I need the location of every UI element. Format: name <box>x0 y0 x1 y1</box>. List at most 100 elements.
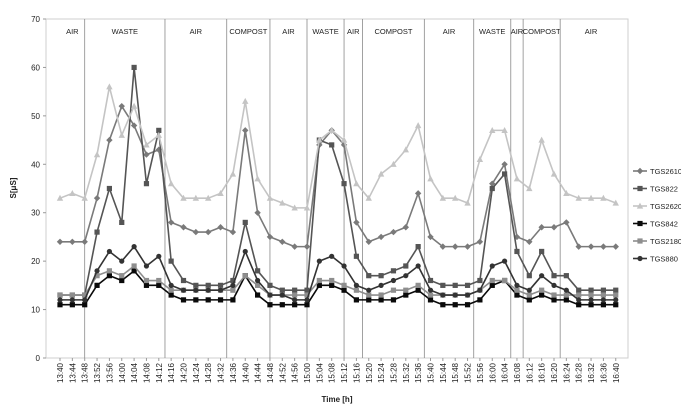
data-point-tgs2620 <box>587 194 595 201</box>
data-point-tgs2610 <box>303 243 311 250</box>
x-tick-label: 13:44 <box>68 362 77 383</box>
data-point-tgs2610 <box>550 224 558 231</box>
x-tick-label: 14:20 <box>180 362 189 383</box>
x-tick-label: 16:00 <box>488 362 497 383</box>
data-point-tgs2620 <box>427 175 434 182</box>
data-point-tgs842 <box>279 302 285 308</box>
series-line-tgs880 <box>60 245 616 301</box>
data-point-tgs822 <box>378 273 384 279</box>
data-point-tgs2620 <box>205 194 212 201</box>
x-tick-label: 16:16 <box>538 362 547 383</box>
data-point-tgs2610 <box>587 243 595 250</box>
x-tick-label: 15:56 <box>476 362 485 383</box>
legend-item-tgs822: TGS822 <box>633 185 678 194</box>
data-point-tgs2620 <box>118 131 125 138</box>
data-point-tgs822 <box>106 185 112 192</box>
segment-label: AIR <box>190 27 203 36</box>
data-point-tgs880 <box>329 253 335 259</box>
data-point-tgs822 <box>452 282 458 288</box>
data-point-tgs2620 <box>353 180 360 187</box>
data-point-tgs2620 <box>489 126 496 133</box>
data-point-tgs842 <box>106 273 112 279</box>
x-tick-label: 15:32 <box>402 362 411 383</box>
series-line-tgs2180 <box>60 265 616 296</box>
data-point-tgs842 <box>119 277 125 284</box>
x-tick-label: 16:36 <box>599 362 608 383</box>
data-point-tgs842 <box>205 297 211 303</box>
data-point-tgs2620 <box>81 194 88 201</box>
x-tick-label: 13:40 <box>56 362 65 383</box>
data-point-tgs880 <box>230 282 236 288</box>
data-point-tgs880 <box>279 292 285 298</box>
data-point-tgs2620 <box>402 146 409 153</box>
data-point-tgs842 <box>255 292 261 298</box>
data-point-tgs822 <box>464 282 471 288</box>
data-point-tgs2620 <box>303 204 311 211</box>
data-point-tgs2180 <box>613 292 619 298</box>
y-tick-label: 10 <box>31 306 40 315</box>
data-point-tgs822 <box>279 287 285 293</box>
data-point-tgs2180 <box>230 287 236 293</box>
segment-label: AIR <box>511 27 524 36</box>
data-point-tgs2620 <box>143 141 150 148</box>
data-point-tgs822 <box>613 287 619 293</box>
data-point-tgs2610 <box>217 224 224 231</box>
data-point-tgs2620 <box>254 175 261 182</box>
legend-label: TGS842 <box>650 220 678 229</box>
series-tgs880 <box>57 244 619 303</box>
data-point-tgs2620 <box>56 194 64 201</box>
x-tick-label: 14:00 <box>118 362 127 383</box>
x-tick-label: 16:08 <box>513 362 522 383</box>
legend: TGS2610 TGS822 TGS2620 TGS842 TGS2180 TGS880 <box>633 167 681 264</box>
y-tick-label: 70 <box>31 15 40 24</box>
data-point-tgs880 <box>131 244 137 250</box>
data-point-tgs842 <box>304 302 310 308</box>
series-line-tgs822 <box>60 66 616 296</box>
data-point-tgs2610 <box>600 243 607 250</box>
data-point-tgs822 <box>255 268 261 274</box>
data-point-tgs880 <box>304 297 310 303</box>
data-point-tgs880 <box>366 287 372 293</box>
data-point-tgs2610 <box>291 243 298 250</box>
data-point-tgs2620 <box>390 160 397 167</box>
x-tick-label: 16:12 <box>525 362 534 383</box>
data-point-tgs842 <box>403 292 409 298</box>
legend-item-tgs842: TGS842 <box>633 220 678 229</box>
data-point-tgs2180 <box>131 263 137 269</box>
x-tick-label: 14:44 <box>254 362 263 383</box>
data-point-tgs2610 <box>93 194 101 202</box>
data-point-tgs822 <box>230 277 236 284</box>
data-point-tgs842 <box>193 297 199 303</box>
data-point-tgs2620 <box>414 122 422 129</box>
data-point-tgs842 <box>168 292 174 298</box>
x-tick-label: 14:48 <box>266 362 275 383</box>
data-point-tgs842 <box>156 282 162 288</box>
data-point-tgs2620 <box>513 175 521 182</box>
data-point-tgs880 <box>69 297 75 303</box>
legend-label: TGS2180 <box>650 237 681 246</box>
x-tick-label: 15:00 <box>303 362 312 383</box>
segment-label: WASTE <box>112 27 138 36</box>
x-axis-label: Time [h] <box>322 395 353 404</box>
data-point-tgs842 <box>316 282 322 288</box>
data-point-tgs842 <box>378 297 384 303</box>
x-tick-label: 15:52 <box>464 362 473 383</box>
data-point-tgs2620 <box>439 194 447 201</box>
data-point-tgs2620 <box>266 194 274 201</box>
y-tick-label: 40 <box>31 160 40 169</box>
x-tick-label: 15:48 <box>451 362 460 383</box>
data-point-tgs880 <box>489 263 495 269</box>
data-point-tgs2620 <box>167 180 175 187</box>
data-point-tgs880 <box>378 282 384 288</box>
data-point-tgs842 <box>563 297 569 303</box>
y-tick-label: 0 <box>36 354 41 363</box>
data-point-tgs2620 <box>106 83 113 90</box>
data-point-tgs2610 <box>130 122 138 129</box>
data-point-tgs2610 <box>266 233 274 241</box>
data-point-tgs822 <box>588 287 594 293</box>
data-point-tgs822 <box>143 181 150 187</box>
legend-swatch-marker <box>636 167 644 175</box>
data-point-tgs842 <box>390 297 397 303</box>
data-point-tgs2610 <box>414 190 422 197</box>
data-point-tgs880 <box>168 282 174 288</box>
